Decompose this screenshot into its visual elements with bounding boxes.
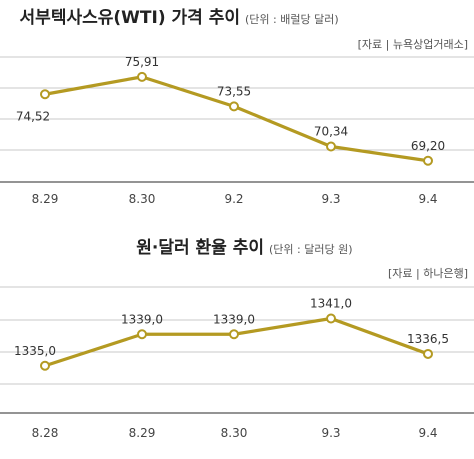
krw-chart-unit: (단위 : 달러당 원): [269, 243, 353, 256]
wti-x-tick-labels: 8.29 8.30 9.2 9.3 9.4: [32, 192, 438, 206]
krw-panel: 원·달러 환율 추이 (단위 : 달러당 원) [자료 | 하나은행] 1335…: [0, 237, 474, 440]
krw-x-tick-label-0: 8.28: [32, 426, 59, 440]
wti-x-tick-label-4: 9.4: [418, 192, 437, 206]
krw-data-point-1: [137, 329, 147, 340]
krw-series: [40, 313, 433, 371]
krw-source: [자료 | 하나은행]: [388, 266, 468, 280]
wti-x-tick-label-3: 9.3: [321, 192, 340, 206]
krw-x-tick-label-1: 8.29: [129, 426, 156, 440]
krw-data-label-0: 1335,0: [14, 344, 56, 358]
krw-gridlines: [0, 286, 474, 385]
wti-chart-unit: (단위 : 배럴당 달러): [245, 13, 339, 26]
wti-data-label-3: 70,34: [314, 125, 348, 139]
wti-data-labels: 74,52 75,91 73,55 70,34 69,20: [16, 55, 445, 153]
krw-x-tick-label-3: 9.3: [321, 426, 340, 440]
wti-panel: 서부텍사스유(WTI) 가격 추이 (단위 : 배럴당 달러) [자료 | 뉴욕…: [0, 8, 474, 206]
krw-data-point-3: [326, 313, 336, 324]
wti-data-label-0: 74,52: [16, 109, 50, 123]
wti-data-label-4: 69,20: [411, 139, 445, 153]
wti-x-tick-label-0: 8.29: [32, 192, 59, 206]
krw-data-label-4: 1336,5: [407, 332, 449, 346]
wti-chart-title: 서부텍사스유(WTI) 가격 추이: [20, 8, 240, 28]
krw-x-tick-labels: 8.28 8.29 8.30 9.3 9.4: [32, 426, 438, 440]
wti-data-point-4: [423, 155, 433, 166]
wti-data-point-1: [137, 71, 147, 82]
krw-data-point-4: [423, 348, 433, 359]
wti-x-tick-label-1: 8.30: [129, 192, 156, 206]
wti-data-point-0: [40, 89, 50, 100]
wti-source: [자료 | 뉴욕상업거래소]: [358, 38, 468, 51]
wti-data-point-3: [326, 141, 336, 152]
krw-chart-title: 원·달러 환율 추이: [136, 237, 264, 258]
krw-x-tick-label-4: 9.4: [418, 426, 437, 440]
wti-series: [40, 71, 433, 166]
krw-data-label-3: 1341,0: [310, 297, 352, 311]
krw-data-label-1: 1339,0: [121, 312, 163, 326]
wti-data-label-2: 73,55: [217, 84, 251, 98]
krw-x-tick-label-2: 8.30: [221, 426, 248, 440]
krw-data-point-0: [40, 360, 50, 371]
krw-data-point-2: [229, 329, 239, 340]
wti-data-label-1: 75,91: [125, 55, 159, 69]
krw-data-labels: 1335,0 1339,0 1339,0 1341,0 1336,5: [14, 297, 449, 358]
krw-data-label-2: 1339,0: [213, 312, 255, 326]
wti-data-point-2: [229, 101, 239, 112]
wti-x-tick-label-2: 9.2: [224, 192, 243, 206]
